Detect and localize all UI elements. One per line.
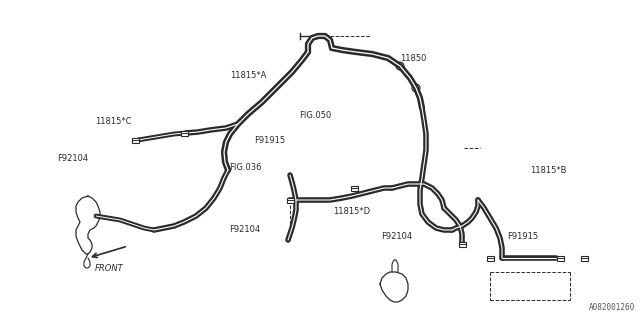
Bar — [180, 131, 188, 135]
Text: 11815*A: 11815*A — [230, 71, 267, 80]
Text: FRONT: FRONT — [95, 264, 124, 273]
Text: FIG.050: FIG.050 — [300, 111, 332, 120]
Text: F91915: F91915 — [508, 232, 539, 241]
Text: 11815*C: 11815*C — [95, 117, 131, 126]
Bar — [557, 255, 563, 260]
Text: 11815*B: 11815*B — [530, 166, 566, 175]
Bar — [580, 255, 588, 260]
Bar — [458, 242, 465, 246]
Text: F92104: F92104 — [381, 232, 413, 241]
Text: F92104: F92104 — [58, 154, 89, 163]
Text: F92104: F92104 — [229, 225, 260, 234]
Text: 11850: 11850 — [400, 54, 426, 63]
Bar — [486, 255, 493, 260]
Text: FIG.036: FIG.036 — [229, 163, 262, 172]
Text: A082001260: A082001260 — [589, 303, 635, 312]
Text: F91915: F91915 — [254, 136, 285, 145]
Text: 11815*D: 11815*D — [333, 207, 370, 216]
Bar — [287, 197, 294, 203]
Bar — [131, 138, 138, 142]
Bar — [351, 186, 358, 190]
